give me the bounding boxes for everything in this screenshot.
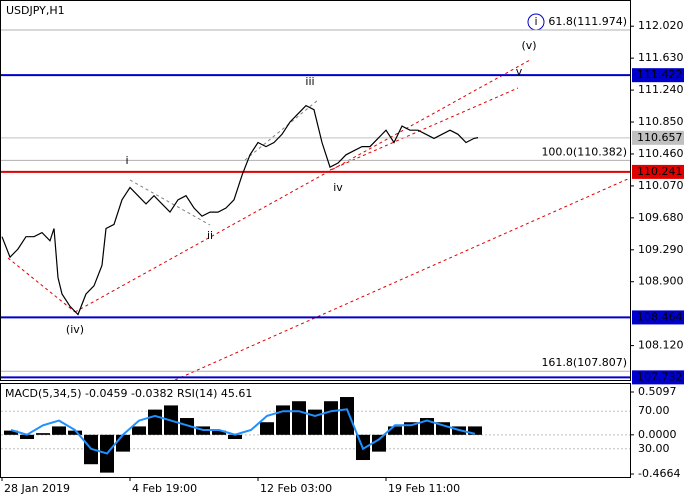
macd-bar xyxy=(324,401,338,435)
level-box xyxy=(632,130,684,145)
wave-label: i xyxy=(125,154,128,167)
x-tick-label: 19 Feb 11:00 xyxy=(388,482,460,495)
level-label: 110.657 xyxy=(637,131,683,144)
wave-label: (iv) xyxy=(66,323,84,336)
level-label: 108.464 xyxy=(637,310,683,323)
y-tick-label: 109.290 xyxy=(638,243,684,256)
main-panel xyxy=(0,0,631,381)
wave-label: (v) xyxy=(521,39,536,52)
level-label: 107.732 xyxy=(637,370,683,383)
macd-bar xyxy=(388,426,402,435)
y-tick-label: 111.630 xyxy=(638,51,684,64)
level-box xyxy=(632,310,684,325)
wave-label: iii xyxy=(305,75,314,88)
y-tick-label: 111.240 xyxy=(638,83,684,96)
x-tick-label: 4 Feb 19:00 xyxy=(132,482,197,495)
fib-label: 61.8(111.974) xyxy=(548,15,627,28)
y-tick-label: 108.900 xyxy=(638,275,684,288)
macd-bar xyxy=(132,426,146,435)
y-tick-label: 109.680 xyxy=(638,211,684,224)
macd-bar xyxy=(52,426,66,435)
indicator-panel xyxy=(0,383,631,478)
price-line xyxy=(1,104,479,316)
trend-line xyxy=(329,87,519,171)
level-box xyxy=(632,164,684,179)
macd-bar xyxy=(292,401,306,435)
indicator-title: MACD(5,34,5) -0.0459 -0.0382 RSI(14) 45.… xyxy=(5,387,252,400)
wave-label: i xyxy=(534,15,537,28)
macd-bar xyxy=(148,409,162,435)
macd-bar xyxy=(4,430,18,435)
channel-line xyxy=(129,179,211,226)
macd-bar xyxy=(276,405,290,435)
fib-label: 100.0(110.382) xyxy=(541,145,627,158)
macd-bar xyxy=(212,430,226,435)
y-tick-label: 108.120 xyxy=(638,339,684,352)
wave-label: iv xyxy=(333,181,343,194)
trend-lines xyxy=(7,59,631,381)
fib-label: 161.8(107.807) xyxy=(541,356,627,369)
y-tick-label: 110.850 xyxy=(638,115,684,128)
trend-line xyxy=(174,177,631,381)
macd-bar xyxy=(228,434,242,440)
macd-bar xyxy=(68,430,82,435)
chart-title: USDJPY,H1 xyxy=(6,4,65,17)
wave-label: v xyxy=(516,65,523,78)
macd-bar xyxy=(20,434,34,440)
trend-line xyxy=(74,59,531,313)
y-tick-label: 30.00 xyxy=(638,442,670,455)
level-box xyxy=(632,370,684,385)
level-label: 111.422 xyxy=(637,68,683,81)
macd-bar xyxy=(260,422,274,435)
level-box xyxy=(632,68,684,83)
macd-bar xyxy=(308,409,322,435)
wave-label: ii xyxy=(207,229,213,242)
rsi-line xyxy=(10,408,476,455)
y-tick-label: 0.5097 xyxy=(638,385,677,398)
y-tick-label: 110.070 xyxy=(638,179,684,192)
macd-bar xyxy=(180,418,194,435)
trend-line xyxy=(7,257,76,313)
channel-lines xyxy=(129,99,319,226)
y-tick-label: 0.0000 xyxy=(638,428,677,441)
x-tick-label: 12 Feb 03:00 xyxy=(260,482,332,495)
y-tick-label: 112.020 xyxy=(638,19,684,32)
y-tick-label: 70.00 xyxy=(638,404,670,417)
y-tick-label: 110.460 xyxy=(638,147,684,160)
level-label: 110.241 xyxy=(637,165,683,178)
y-tick-label: -0.4664 xyxy=(638,467,680,480)
channel-line xyxy=(244,99,319,161)
macd-bar xyxy=(36,433,50,435)
macd-bar xyxy=(372,434,386,452)
macd-bar xyxy=(116,434,130,452)
x-tick-label: 28 Jan 2019 xyxy=(4,482,70,495)
macd-bar xyxy=(340,397,354,435)
macd-bar xyxy=(468,426,482,435)
